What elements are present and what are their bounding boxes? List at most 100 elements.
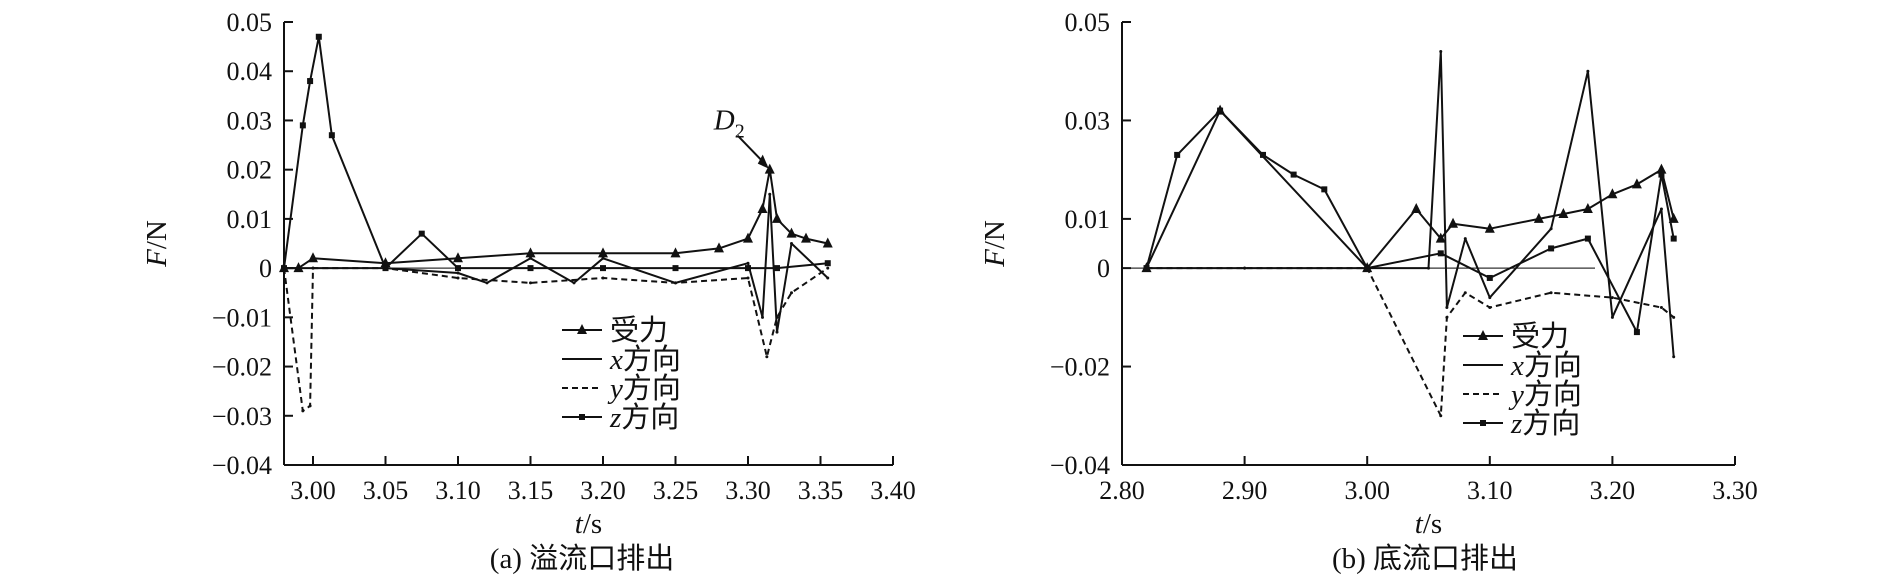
panel-b-data-point [1217,107,1224,114]
panel-a-data-point [307,78,314,85]
panel-a-annotation-arrowhead [757,154,769,169]
panel-a-x-tick-label: 3.10 [435,476,481,505]
panel-a-data-point [453,252,463,263]
panel-b-data-point [1549,291,1553,295]
panel-a-series-line-2 [284,193,829,334]
panel-b-data-point [1435,232,1446,243]
panel-b-data-point [1670,235,1677,242]
panel-a-y-tick-label: 0.04 [227,57,273,86]
panel-a-data-point [775,315,779,319]
panel-b-data-point [1259,151,1266,158]
panel-a-x-tick-label: 3.40 [870,476,916,505]
panel-a-data-point [746,276,750,280]
panel-a-legend-marker [579,414,585,420]
panel-b-data-point [1610,296,1614,300]
panel-a-data-point [455,265,461,272]
panel-a-legend-label: z方向 [609,401,679,434]
panel-b-legend-label: 受力 [1511,320,1569,353]
panel-b-legend-label: x方向 [1510,349,1582,382]
panel-b-y-tick-label: −0.02 [1050,353,1110,382]
panel-b-data-point [1582,203,1593,214]
panel-a-data-point [765,355,769,359]
panel-b-data-point [1584,235,1591,242]
panel-a-data-point [761,315,764,319]
panel-a-legend-label: 受力 [610,314,668,347]
panel-a-x-tick-label: 3.35 [798,476,844,505]
panel-a-data-point [772,212,782,223]
panel-a-data-point [601,256,605,260]
panel-a-x-tick-label: 3.05 [363,476,409,505]
panel-a-y-tick-label: 0.01 [227,205,273,234]
panel-b-data-point [1463,237,1467,241]
panel-b-data-point [1445,305,1449,309]
panel-b-x-tick-label: 3.10 [1467,476,1513,505]
panel-a-data-point [456,276,460,280]
panel-b-legend-marker [1478,330,1488,340]
panel-a-data-point [672,265,679,272]
panel-b-data-point [1659,305,1663,309]
panel-b-data-point [1548,245,1555,252]
panel-a-data-point [572,281,576,285]
panel-a-y-tick-label: −0.04 [212,451,272,480]
panel-a-data-point [315,33,322,40]
panel-a-y-tick-label: 0.03 [227,106,273,135]
panel-a-series-line-4 [283,35,828,270]
panel-b-data-point [1437,250,1444,257]
panel-b-data-point [1174,151,1181,158]
panel-b-data-point [1549,227,1553,231]
panel-b-y-tick-label: 0.05 [1065,8,1111,37]
panel-b-legend-marker [1480,420,1486,426]
panel-a-data-point [382,265,389,272]
panel-a-data-point [456,271,460,275]
panel-a-data-point [826,266,830,270]
panel-b-data-point [1364,265,1371,272]
panel-a-data-point [745,265,751,272]
panel-a-series-line-1 [284,168,829,270]
panel-b-legend-label: z方向 [1510,407,1580,440]
panel-b-data-point [1633,329,1640,336]
panel-b-data-point [1445,315,1449,319]
panel-b-data-point [1672,355,1676,359]
panel-b-x-tick-label: 3.20 [1590,476,1636,505]
panel-b-data-point [1658,171,1665,178]
panel-b-data-point [1607,188,1618,199]
panel-b-data-point [1488,305,1492,309]
panel-b-legend-label: y方向 [1508,378,1582,411]
panel-a-series-line-3 [283,267,829,412]
panel-a-data-point [743,232,753,243]
panel-a-data-point [670,247,681,258]
panel-b-data-point [1448,217,1459,228]
panel-a-y-tick-label: −0.01 [212,303,272,332]
panel-b-data-point [1411,203,1422,214]
panel-a-annotation-label: D2 [713,105,745,143]
panel-b-data-point [1533,212,1544,223]
panel-a-x-tick-label: 3.00 [290,476,336,505]
panel-a-data-point [311,266,315,270]
panel-a-legend-label: y方向 [607,372,681,405]
panel-b-series-line-4 [1145,109,1675,334]
panel-a-data-point [757,203,768,214]
panel-a-caption: (a) 溢流口排出 [490,542,674,575]
panel-a-data-point [308,252,318,263]
panel-b-caption: (b) 底流口排出 [1332,542,1518,575]
panel-a-legend-marker [577,324,587,334]
panel-b-y-tick-label: 0.01 [1065,205,1111,234]
panel-b-data-point [1586,69,1590,73]
panel-b-data-point [1427,266,1430,270]
panel-a-data-point [418,230,425,237]
panel-a-data-point [790,242,793,245]
panel-a-y-tick-label: 0.05 [227,8,273,37]
panel-b-data-point [1659,207,1663,211]
panel-b-data-point [1631,178,1642,189]
panel-a-data-point [774,265,780,272]
panel-b-series-line-1 [1145,109,1675,270]
panel-b-data-point [1484,222,1495,233]
panel-b-data-point [1558,207,1569,218]
panel-b-y-tick-label: −0.04 [1050,451,1110,480]
panel-b-y-tick-label: 0.03 [1065,106,1111,135]
panel-a-data-point [826,276,830,280]
panel-b-data-point [1243,266,1247,270]
panel-b-data-point [1610,315,1614,319]
panel-a-y-axis-title: F/N [141,220,173,268]
